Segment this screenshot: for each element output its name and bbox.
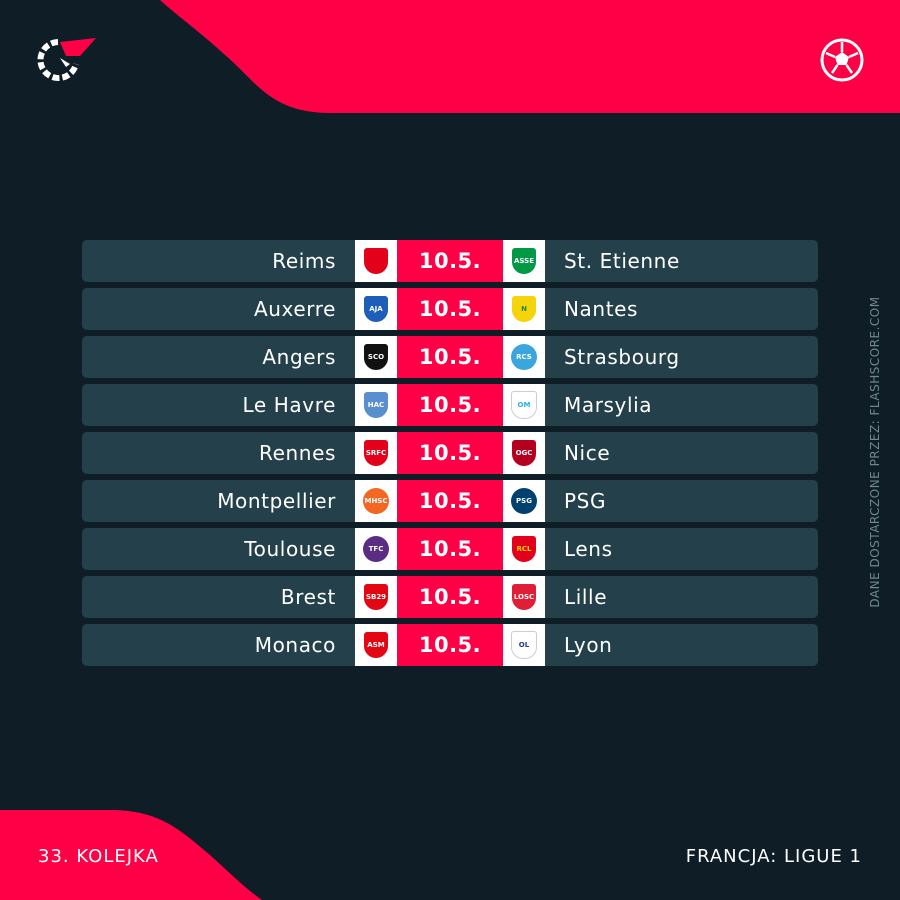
angers-crest-icon: SCO	[364, 344, 388, 370]
home-crest-cell: SCO	[355, 336, 397, 378]
fixture-row: Brest SB29 10.5. LOSC Lille	[82, 576, 818, 618]
lyon-crest-icon: OL	[511, 631, 537, 659]
match-date: 10.5.	[397, 576, 503, 618]
flashscore-logo	[37, 38, 96, 81]
strasbourg-crest-icon: RCS	[511, 344, 537, 370]
fixtures-list: Reims 10.5. ASSE St. Etienne Auxerre AJA 10.5.…	[82, 240, 818, 672]
lille-crest-icon: LOSC	[512, 584, 536, 610]
auxerre-crest-icon: AJA	[364, 296, 388, 322]
away-team-name: Lille	[564, 585, 608, 609]
home-crest-cell: HAC	[355, 384, 397, 426]
psg-crest-icon: PSG	[511, 488, 537, 514]
away-team-name: St. Etienne	[564, 249, 680, 273]
monaco-crest-icon: ASM	[364, 632, 388, 658]
reims-crest-icon	[364, 248, 388, 274]
toulouse-crest-icon: TFC	[363, 536, 389, 562]
home-team-name: Auxerre	[253, 297, 336, 321]
away-crest-cell: LOSC	[503, 576, 545, 618]
match-date: 10.5.	[397, 240, 503, 282]
nice-crest-icon: OGC	[512, 440, 536, 466]
match-date: 10.5.	[397, 528, 503, 570]
fixture-row: Rennes SRFC 10.5. OGC Nice	[82, 432, 818, 474]
marseille-crest-icon: OM	[511, 391, 537, 419]
home-crest-cell: TFC	[355, 528, 397, 570]
st-etienne-crest-icon: ASSE	[512, 248, 536, 274]
home-team-name: Brest	[280, 585, 336, 609]
home-team-name: Monaco	[254, 633, 336, 657]
fixture-row: Reims 10.5. ASSE St. Etienne	[82, 240, 818, 282]
away-crest-cell: RCS	[503, 336, 545, 378]
away-crest-cell: RCL	[503, 528, 545, 570]
away-crest-cell: OGC	[503, 432, 545, 474]
fixture-row: Monaco ASM 10.5. OL Lyon	[82, 624, 818, 666]
home-team-name: Le Havre	[242, 393, 336, 417]
away-team-name: Lyon	[564, 633, 613, 657]
home-team-name: Rennes	[259, 441, 336, 465]
top-banner	[160, 0, 900, 113]
home-crest-cell: AJA	[355, 288, 397, 330]
away-crest-cell: ASSE	[503, 240, 545, 282]
match-date: 10.5.	[397, 288, 503, 330]
away-crest-cell: OL	[503, 624, 545, 666]
away-team-name: Nantes	[564, 297, 639, 321]
home-crest-cell: MHSC	[355, 480, 397, 522]
le-havre-crest-icon: HAC	[364, 392, 388, 418]
match-date: 10.5.	[397, 384, 503, 426]
away-crest-cell: PSG	[503, 480, 545, 522]
fixture-row: Le Havre HAC 10.5. OM Marsylia	[82, 384, 818, 426]
home-team-name: Reims	[272, 249, 336, 273]
away-team-name: Marsylia	[564, 393, 653, 417]
match-date: 10.5.	[397, 624, 503, 666]
round-label: 33. KOLEJKA	[38, 846, 159, 867]
fixture-row: Toulouse TFC 10.5. RCL Lens	[82, 528, 818, 570]
bottom-banner	[0, 810, 262, 900]
away-team-name: PSG	[564, 489, 607, 513]
home-team-name: Toulouse	[244, 537, 336, 561]
league-label: FRANCJA: LIGUE 1	[685, 846, 862, 867]
nantes-crest-icon: N	[512, 296, 536, 322]
home-crest-cell: SRFC	[355, 432, 397, 474]
match-date: 10.5.	[397, 432, 503, 474]
rennes-crest-icon: SRFC	[364, 440, 388, 466]
source-note: DANE DOSTARCZONE PRZEZ: FLASHSCORE.COM	[868, 296, 882, 608]
home-crest-cell: SB29	[355, 576, 397, 618]
lens-crest-icon: RCL	[512, 536, 536, 562]
away-team-name: Lens	[564, 537, 613, 561]
home-crest-cell	[355, 240, 397, 282]
away-team-name: Nice	[564, 441, 611, 465]
fixture-row: Montpellier MHSC 10.5. PSG PSG	[82, 480, 818, 522]
away-team-name: Strasbourg	[564, 345, 680, 369]
football-icon	[820, 38, 864, 82]
match-date: 10.5.	[397, 336, 503, 378]
home-team-name: Montpellier	[217, 489, 336, 513]
away-crest-cell: N	[503, 288, 545, 330]
home-crest-cell: ASM	[355, 624, 397, 666]
fixture-row: Auxerre AJA 10.5. N Nantes	[82, 288, 818, 330]
fixture-row: Angers SCO 10.5. RCS Strasbourg	[82, 336, 818, 378]
match-date: 10.5.	[397, 480, 503, 522]
away-crest-cell: OM	[503, 384, 545, 426]
home-team-name: Angers	[262, 345, 336, 369]
brest-crest-icon: SB29	[364, 584, 388, 610]
montpellier-crest-icon: MHSC	[363, 488, 389, 514]
